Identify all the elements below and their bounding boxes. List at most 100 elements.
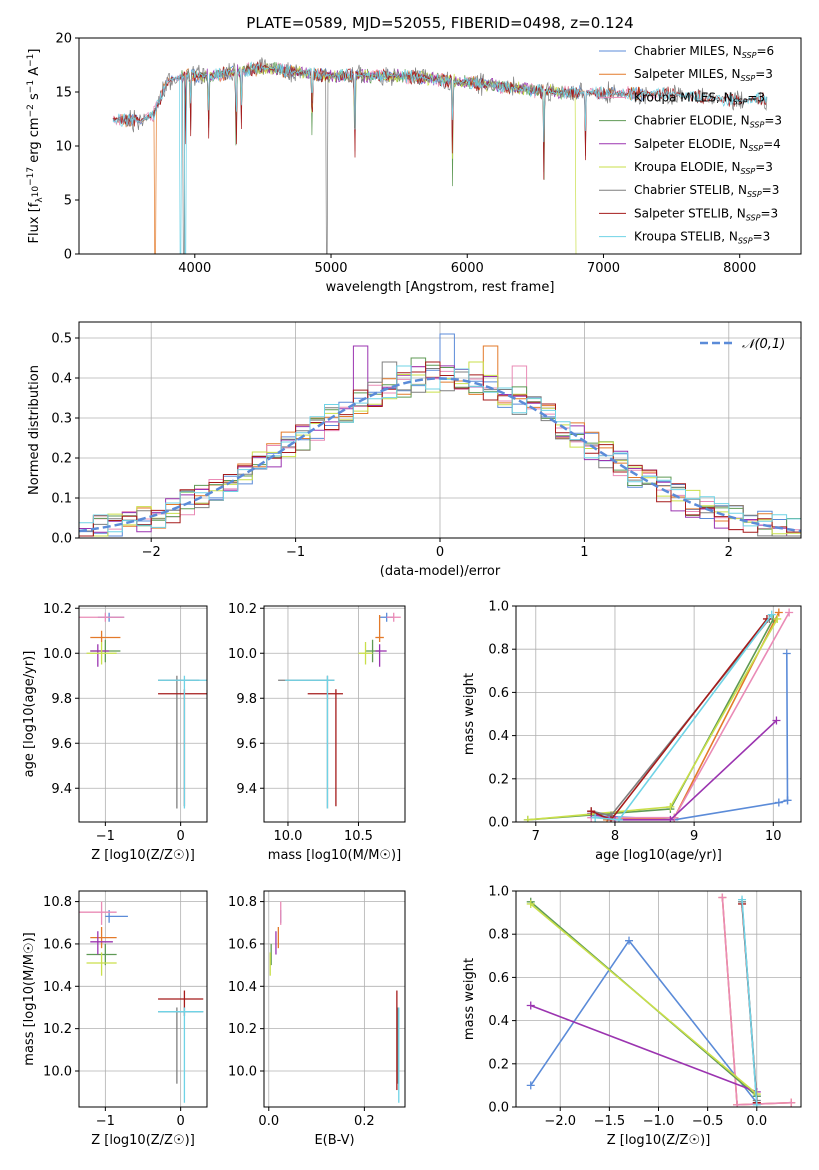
weight-series-line	[595, 614, 773, 821]
legend-text: Salpeter MILES, N	[634, 67, 741, 81]
weight-marker	[591, 813, 600, 822]
y-tick-label: 10.0	[228, 1065, 257, 1080]
weight-marker	[733, 1100, 742, 1107]
x-tick-label: −1.5	[594, 1114, 626, 1129]
legend-label: Kroupa ELODIE, NSSP=3	[634, 160, 773, 176]
axes-frame	[78, 37, 802, 255]
weight-marker	[785, 608, 794, 617]
axes-frame	[263, 890, 406, 1108]
histogram-series	[79, 361, 801, 537]
label-part: λ	[35, 197, 45, 203]
y-tick-label: 10.6	[43, 937, 72, 952]
spectrum-series-line	[112, 61, 768, 254]
weight-marker	[523, 815, 532, 822]
legend-text: Chabrier ELODIE, N	[634, 114, 750, 128]
weight-marker	[587, 807, 596, 816]
y-tick-label: 0.3	[51, 412, 72, 427]
y-tick-label: 20	[55, 32, 72, 47]
label-part: −17	[26, 167, 36, 186]
y-axis-label: age [log10(age/yr)]	[22, 651, 37, 778]
x-tick-label: 7000	[587, 261, 620, 276]
y-tick-label: 9.4	[236, 782, 257, 797]
axes-frame	[515, 890, 802, 1108]
weight-lines	[526, 893, 796, 1107]
weight-marker	[625, 936, 634, 945]
y-tick-label: 0.0	[488, 816, 509, 831]
axes-frame	[78, 890, 208, 1108]
x-axis-label: mass [log10(M/M☉)]	[268, 848, 401, 863]
y-tick-label: 0	[64, 248, 72, 263]
y-tick-label: 9.6	[236, 737, 257, 752]
spectrum-lines	[112, 57, 768, 254]
weight-marker	[738, 895, 747, 904]
axes-frame	[263, 605, 406, 823]
y-tick-label: 10.8	[43, 895, 72, 910]
x-tick-label: 8000	[723, 261, 756, 276]
legend-label: Salpeter MILES, NSSP=3	[634, 67, 773, 83]
legend-text: Salpeter STELIB, N	[634, 206, 746, 220]
legend-text: =4	[763, 137, 781, 151]
legend-sub: SSP	[741, 167, 756, 176]
y-tick-label: 9.4	[51, 782, 72, 797]
legend-label: Kroupa STELIB, NSSP=3	[634, 230, 770, 246]
legend-label: Chabrier STELIB, NSSP=3	[634, 183, 779, 199]
legend-label: 𝒩(0,1)	[742, 337, 785, 352]
y-tick-label: 1.0	[488, 885, 509, 900]
x-tick-label: 1	[580, 545, 588, 560]
weight-marker	[774, 798, 783, 807]
legend-text: =3	[755, 160, 773, 174]
x-axis-label: Z [log10(Z/Z☉)]	[91, 1133, 195, 1148]
legend-text: Chabrier MILES, N	[634, 44, 742, 58]
histogram-series	[79, 365, 801, 537]
y-tick-label: 0.0	[51, 532, 72, 547]
y-axis-label: mass [log10(M/M☉)]	[22, 932, 37, 1065]
y-tick-label: 9.8	[51, 692, 72, 707]
legend-sub: SSP	[742, 51, 757, 60]
chart-age_vs_Z: −1 0 9.4 9.6 9.8 10.0 10.2 Z [log10(Z/Z☉)] age […	[22, 602, 208, 863]
error-bars	[278, 612, 401, 809]
y-tick-label: 10.0	[43, 647, 72, 662]
x-tick-label: 2	[725, 545, 733, 560]
label-part: ]	[27, 49, 42, 54]
weight-marker	[782, 649, 791, 658]
y-tick-label: 10	[55, 140, 72, 155]
y-axis-label: Flux [fλ10−17 erg cm−2 s−1 A−1]	[26, 49, 45, 244]
error-bars	[79, 901, 204, 1103]
legend-text: =3	[762, 183, 780, 197]
x-tick-label: −1	[96, 829, 115, 844]
axes-frame	[515, 605, 802, 823]
legend-sub: SSP	[747, 190, 762, 199]
chart-massweight_vs_Z: −2.0 −1.5 −1.0 −0.5 0.0 0.0 0.2 0.4 0.6 0.8 1.0 Z […	[462, 885, 802, 1148]
axes-frame	[78, 321, 802, 539]
legend-sub: SSP	[748, 144, 763, 153]
y-axis-label: Normed distribution	[27, 365, 42, 495]
legend-label: Salpeter ELODIE, NSSP=4	[634, 137, 781, 153]
spectrum-series-line	[112, 61, 768, 180]
y-tick-label: 0.6	[488, 686, 509, 701]
label-part: −1	[26, 80, 36, 93]
x-tick-label: 7	[532, 829, 540, 844]
weight-marker	[783, 796, 792, 805]
weight-marker	[767, 610, 776, 619]
legend-label: Chabrier MILES, NSSP=6	[634, 44, 774, 60]
x-axis-label: age [log10(age/yr)]	[595, 848, 722, 863]
x-axis-label: (data-model)/error	[380, 564, 501, 579]
x-tick-label: 9	[690, 829, 698, 844]
label-part: s	[27, 93, 42, 104]
weight-marker	[774, 608, 783, 617]
legend-sub: SSP	[733, 97, 748, 106]
y-tick-label: 0.8	[488, 643, 509, 658]
legend-text: Kroupa STELIB, N	[634, 230, 738, 244]
x-tick-label: −2	[142, 545, 161, 560]
x-tick-label: 0.0	[746, 1114, 767, 1129]
y-tick-label: 10.2	[43, 1022, 72, 1037]
chart-mass_vs_ebv: 0.0 0.2 10.0 10.2 10.4 10.6 10.8 E(B-V)	[228, 890, 406, 1148]
y-tick-label: 10.2	[228, 602, 257, 617]
histogram-series	[79, 361, 801, 537]
weight-marker	[526, 899, 535, 908]
y-tick-label: 10.0	[228, 647, 257, 662]
legend-sub: SSP	[741, 74, 756, 83]
figure-title: PLATE=0589, MJD=52055, FIBERID=0498, z=0…	[246, 14, 633, 32]
